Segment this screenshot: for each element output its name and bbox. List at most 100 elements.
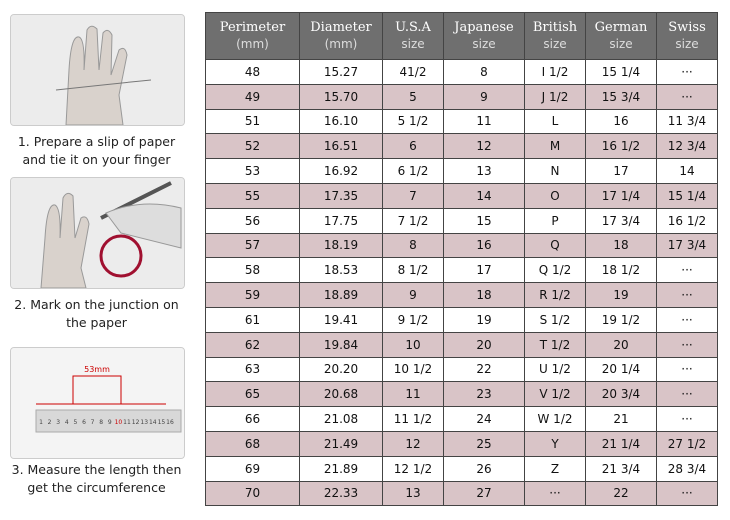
table-cell: 6 1/2 <box>382 158 444 184</box>
table-cell: 11 <box>382 381 444 408</box>
ruler-number: 8 <box>99 419 103 426</box>
table-cell: 58 <box>205 257 300 284</box>
column-unit: size <box>401 37 425 51</box>
column-name: British <box>532 20 578 35</box>
table-cell: 28 3/4 <box>656 455 718 482</box>
table-cell: 61 <box>205 306 300 333</box>
ruler-number: 14 <box>149 419 157 426</box>
table-cell: 5 1/2 <box>382 108 444 135</box>
table-cell: 27 <box>443 480 525 507</box>
table-cell: ··· <box>656 331 718 358</box>
table-cell: 68 <box>205 430 300 457</box>
table-cell: 52 <box>205 133 300 160</box>
table-cell: 19 <box>585 282 657 308</box>
table-cell: 20 1/4 <box>585 356 657 383</box>
table-cell: 14 <box>656 158 718 184</box>
ruler-number: 1 <box>39 419 43 426</box>
table-cell: 10 1/2 <box>382 356 444 383</box>
table-cell: 17 <box>585 158 657 184</box>
table-row: 66 21.08 11 1/2 24 W 1/2 21 ··· <box>205 406 718 432</box>
table-cell: 17 1/4 <box>585 182 657 209</box>
table-cell: 55 <box>205 182 300 209</box>
caption-line: 2. Mark on the junction on <box>14 297 179 312</box>
table-cell: 18.89 <box>299 282 383 308</box>
ruler-number: 15 <box>158 419 166 426</box>
hand-image <box>10 177 185 289</box>
column-unit: size <box>543 37 567 51</box>
table-row: 61 19.41 9 1/2 19 S 1/2 19 1/2 ··· <box>205 306 718 333</box>
column-unit: (mm) <box>324 37 358 51</box>
table-cell: 18 <box>443 282 525 308</box>
table-row: 70 22.33 13 27 ··· 22 ··· <box>205 480 718 507</box>
table-cell: Y <box>524 430 586 457</box>
ruler-number: 2 <box>48 419 52 426</box>
table-cell: 41/2 <box>382 59 444 85</box>
column-header: Perimeter (mm) <box>205 12 300 60</box>
table-cell: 21.89 <box>299 455 383 482</box>
table-cell: 16 1/2 <box>656 207 718 234</box>
caption-line: and tie it on your finger <box>22 152 171 167</box>
table-cell: 21 1/4 <box>585 430 657 457</box>
table-cell: O <box>524 182 586 209</box>
illustration: 53mm 1 2 3 4 5 6 7 8 9 10 11 12 13 14 15 16 <box>11 348 184 458</box>
column-header: Japanese size <box>443 12 525 60</box>
table-row: 52 16.51 6 12 M 16 1/2 12 3/4 <box>205 133 718 160</box>
table-cell: M <box>524 133 586 160</box>
table-cell: 10 <box>382 331 444 358</box>
caption: 2. Mark on the junction on the paper <box>0 296 193 332</box>
table-cell: 13 <box>443 158 525 184</box>
table-row: 51 16.10 5 1/2 11 L 16 11 3/4 <box>205 108 718 135</box>
column-header: Swiss size <box>656 12 718 60</box>
table-cell: 20.20 <box>299 356 383 383</box>
table-cell: 7 <box>382 182 444 209</box>
table-cell: 6 <box>382 133 444 160</box>
table-row: 65 20.68 11 23 V 1/2 20 3/4 ··· <box>205 381 718 408</box>
table-cell: ··· <box>656 83 718 110</box>
table-cell: ··· <box>656 257 718 284</box>
table-cell: ··· <box>524 480 586 507</box>
table-cell: R 1/2 <box>524 282 586 308</box>
table-cell: 12 1/2 <box>382 455 444 482</box>
table-cell: 12 <box>443 133 525 160</box>
table-cell: ··· <box>656 59 718 85</box>
table-row: 56 17.75 7 1/2 15 P 17 3/4 16 1/2 <box>205 207 718 234</box>
table-cell: 14 <box>443 182 525 209</box>
table-cell: 15 1/4 <box>585 59 657 85</box>
table-cell: 16 <box>443 232 525 259</box>
table-cell: 20.68 <box>299 381 383 408</box>
table-cell: I 1/2 <box>524 59 586 85</box>
table-cell: 16 <box>585 108 657 135</box>
ruler-number: 16 <box>166 419 174 426</box>
table-row: 59 18.89 9 18 R 1/2 19 ··· <box>205 282 718 308</box>
table-cell: 17.35 <box>299 182 383 209</box>
ruler-number: 6 <box>82 419 86 426</box>
table-cell: 20 3/4 <box>585 381 657 408</box>
illustration <box>11 178 184 288</box>
table-row: 62 19.84 10 20 T 1/2 20 ··· <box>205 331 718 358</box>
ruler-number: 10 <box>115 419 123 426</box>
table-cell: 25 <box>443 430 525 457</box>
table-cell: 18 <box>585 232 657 259</box>
table-cell: 22 <box>585 480 657 507</box>
column-name: Japanese <box>454 20 514 35</box>
column-header: Diameter (mm) <box>299 12 383 60</box>
caption: 3. Measure the length then get the circum… <box>0 461 193 497</box>
table-cell: ··· <box>656 480 718 507</box>
table-cell: ··· <box>656 306 718 333</box>
table-cell: Q <box>524 232 586 259</box>
column-header: British size <box>524 12 586 60</box>
table-row: 69 21.89 12 1/2 26 Z 21 3/4 28 3/4 <box>205 455 718 482</box>
caption-line: get the circumference <box>27 480 166 495</box>
table-cell: 18.19 <box>299 232 383 259</box>
table-cell: U 1/2 <box>524 356 586 383</box>
ruler-number: 3 <box>56 419 60 426</box>
table-cell: 57 <box>205 232 300 259</box>
column-header: German size <box>585 12 657 60</box>
table-cell: 20 <box>443 331 525 358</box>
table-cell: 20 <box>585 331 657 358</box>
table-row: 48 15.27 41/2 8 I 1/2 15 1/4 ··· <box>205 59 718 85</box>
table-cell: 21 3/4 <box>585 455 657 482</box>
column-name: German <box>594 20 648 35</box>
table-cell: 21.49 <box>299 430 383 457</box>
table-cell: 19 <box>443 306 525 333</box>
